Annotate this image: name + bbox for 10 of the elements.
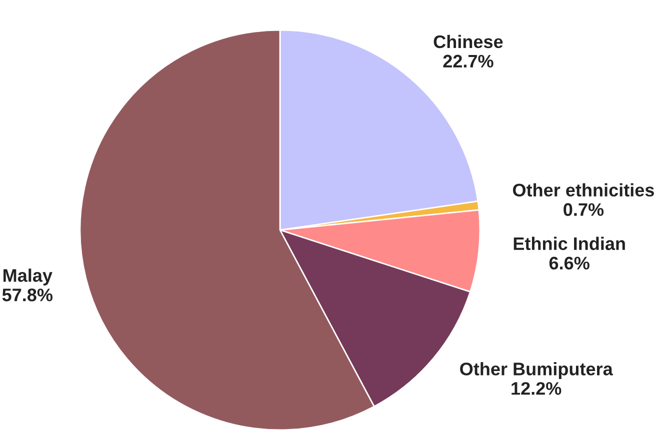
data-label: 6.6% <box>549 256 590 270</box>
data-label: 12.2% <box>512 382 562 395</box>
slice-label: Malay <box>4 268 52 286</box>
slice-label: Chinese <box>434 34 503 48</box>
data-label: 22.7% <box>443 54 494 68</box>
slice-label: Other Bumiputera <box>460 362 613 379</box>
data-label: 57.8% <box>2 288 53 302</box>
data-label: 0.7% <box>564 203 604 216</box>
slice-label: Other ethnicities <box>512 183 654 197</box>
slice-label: Ethnic Indian <box>514 236 625 250</box>
